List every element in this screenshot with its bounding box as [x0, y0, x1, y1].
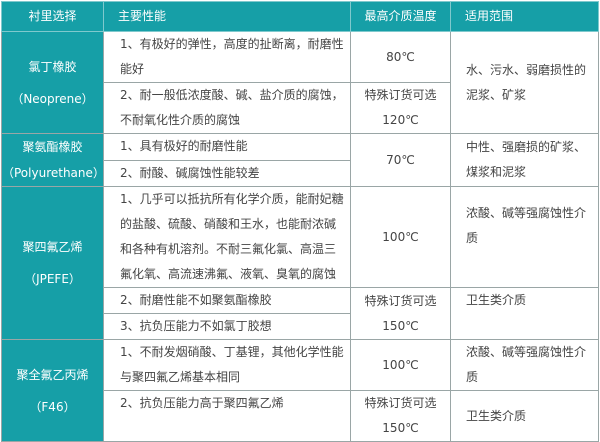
property: 1、几乎可以抵抗所有化学介质，能耐妃糖的盐酸、硫酸、硝酸和王水，也能耐浓碱和各种… — [103, 186, 351, 288]
property: 2、耐一般低浓度酸、碱、盐介质的腐蚀，不耐氧化性介质的腐蚀 — [103, 82, 351, 134]
table-row: 2、耐磨性能不如聚氨酯橡胶 特殊订货可选 150℃ 卫生类介质 — [2, 287, 599, 340]
special-order: 特殊订货可选 — [364, 396, 437, 410]
temperature: 特殊订货可选 150℃ — [350, 287, 451, 340]
application: 浓酸、碱等强腐蚀性介质 — [450, 339, 599, 391]
temperature: 70℃ — [350, 133, 451, 187]
header-application: 适用范围 — [450, 1, 599, 32]
lining-sub: （Neoprene） — [11, 91, 94, 106]
temperature: 80℃ — [350, 31, 451, 83]
special-order: 特殊订货可选 — [364, 293, 437, 308]
application: 中性、强磨损的矿浆、煤浆和泥浆 — [450, 133, 599, 187]
application: 卫生类介质 — [450, 390, 599, 442]
table-row: 2、耐一般低浓度酸、碱、盐介质的腐蚀，不耐氧化性介质的腐蚀 特殊订货可选 120℃ — [2, 82, 599, 134]
temperature: 特殊订货可选 120℃ — [350, 82, 451, 134]
temperature: 特殊订货可选 150℃ — [350, 390, 451, 442]
application: 浓酸、碱等强腐蚀性介质 — [450, 186, 599, 288]
property: 2、耐磨性能不如聚氨酯橡胶 — [103, 287, 351, 314]
application: 卫生类介质 — [450, 287, 599, 340]
lining-name: 聚全氟乙丙烯 — [16, 367, 89, 382]
lining-cell: 聚四氟乙烯 （JPEFE） — [1, 186, 104, 340]
property: 2、耐酸、碱腐蚀性能较差 — [103, 159, 351, 187]
application: 水、污水、弱磨损性的泥浆、矿浆 — [450, 31, 599, 134]
property: 1、不耐发烟硝酸、丁基锂，其他化学性能与聚四氟乙烯基本相同 — [103, 339, 351, 391]
header-properties: 主要性能 — [103, 1, 351, 32]
lining-name: 聚氨酯橡胶 — [22, 140, 83, 154]
special-temp: 150℃ — [382, 318, 419, 333]
special-temp: 120℃ — [382, 113, 419, 127]
header-max-temp: 最高介质温度 — [350, 1, 451, 32]
table-row: 氯丁橡胶 （Neoprene） 1、有极好的弹性，高度的扯断离，耐磨性能好 80℃… — [1, 31, 599, 134]
property: 3、抗负压能力不如氯丁胶想 — [103, 313, 351, 340]
table-row: 聚全氟乙丙烯 （F46） 1、不耐发烟硝酸、丁基锂，其他化学性能与聚四氟乙烯基本相… — [1, 339, 599, 442]
temperature: 100℃ — [350, 186, 451, 288]
lining-cell: 氯丁橡胶 （Neoprene） — [1, 31, 104, 134]
lining-sub: （F46） — [29, 399, 76, 414]
table-row: 3、抗负压能力不如氯丁胶想 — [2, 313, 599, 340]
header-lining: 衬里选择 — [1, 1, 104, 32]
lining-sub: （JPEFE） — [24, 272, 81, 286]
table-row: 聚氨酯橡胶 （Polyurethane） 1、具有极好的耐磨性能 70℃ 中性、强… — [1, 133, 599, 187]
lining-sub: （Polyurethane） — [2, 166, 105, 180]
special-temp: 150℃ — [382, 421, 419, 435]
property: 1、具有极好的耐磨性能 — [103, 133, 351, 161]
property: 1、有极好的弹性，高度的扯断离，耐磨性能好 — [103, 31, 351, 83]
header-row: 衬里选择 主要性能 最高介质温度 适用范围 — [1, 1, 599, 32]
special-order: 特殊订货可选 — [364, 88, 437, 102]
lining-cell: 聚全氟乙丙烯 （F46） — [1, 339, 104, 442]
lining-cell: 聚氨酯橡胶 （Polyurethane） — [1, 133, 105, 187]
lining-name: 聚四氟乙烯 — [22, 240, 83, 254]
table-row: 聚四氟乙烯 （JPEFE） 1、几乎可以抵抗所有化学介质，能耐妃糖的盐酸、硫酸、硝… — [1, 186, 599, 340]
temperature: 100℃ — [350, 339, 451, 391]
lining-name: 氯丁橡胶 — [28, 59, 77, 74]
property: 2、抗负压能力高于聚四氟乙烯 — [103, 390, 351, 442]
